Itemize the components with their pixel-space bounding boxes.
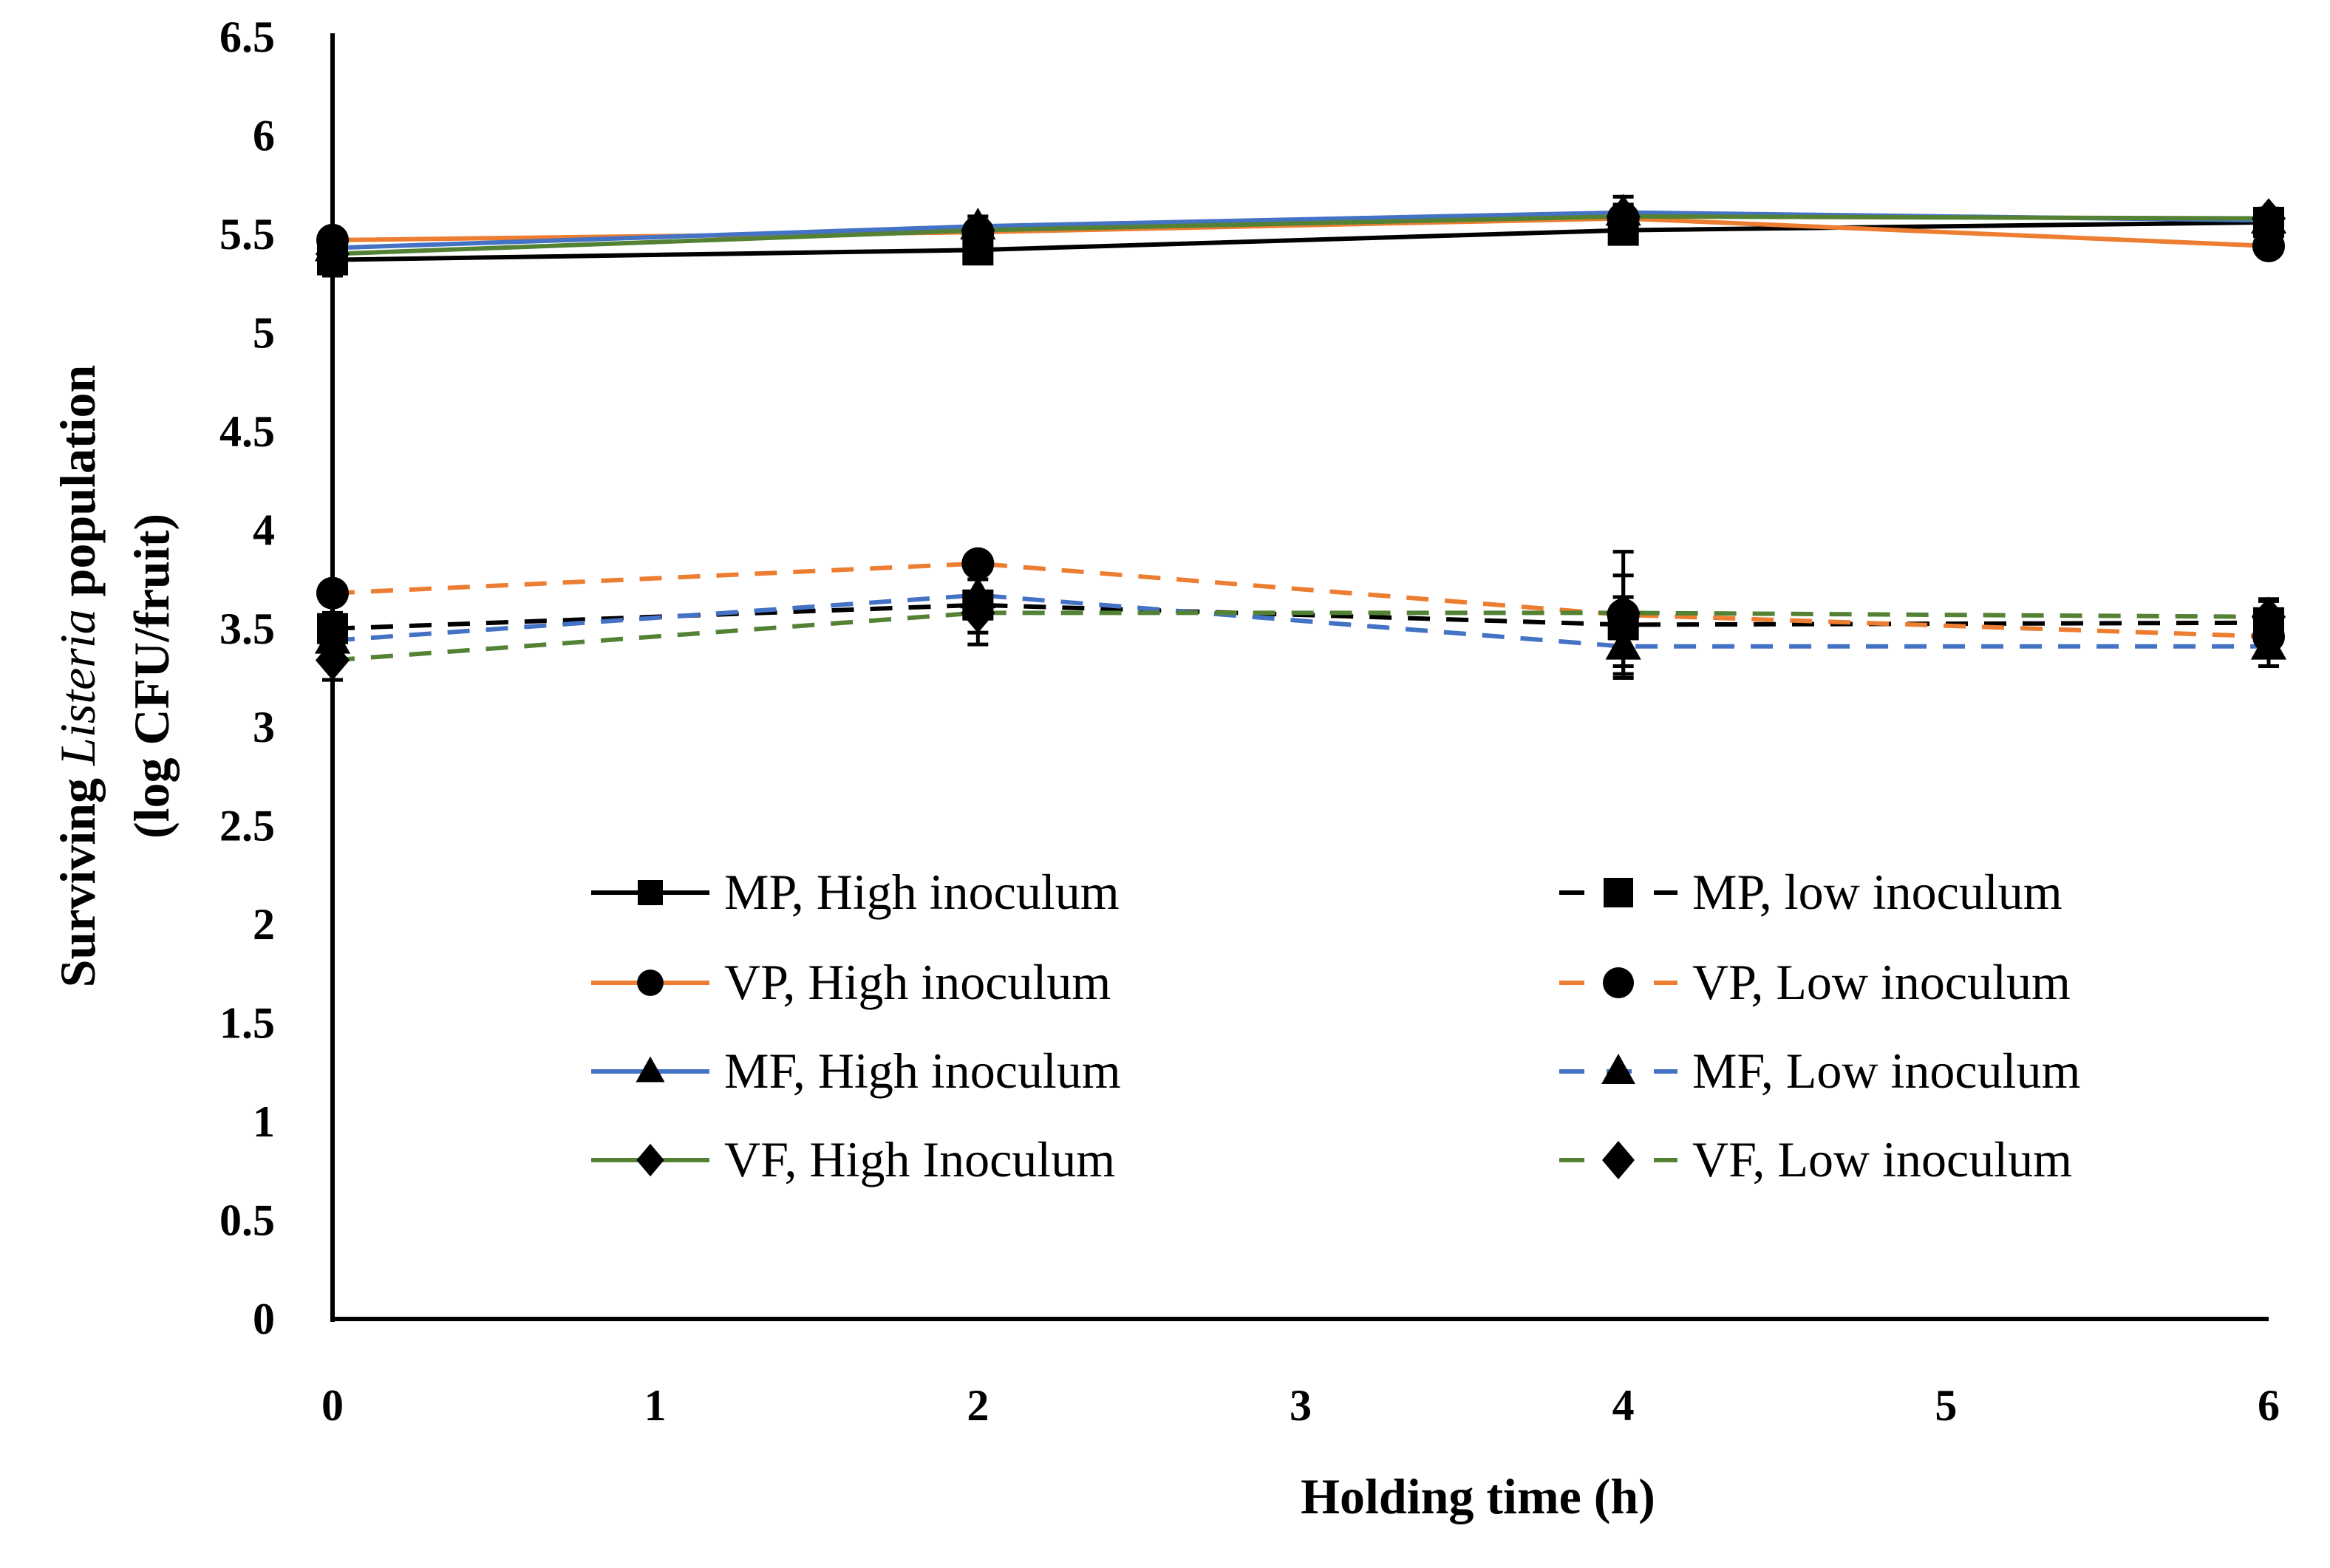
- series-line: [332, 593, 2269, 649]
- y-tick-label: 0: [253, 1295, 275, 1343]
- y-tick-label: 3: [253, 703, 275, 751]
- data-point: [2252, 229, 2286, 262]
- x-tick-label: 5: [1935, 1381, 1957, 1430]
- legend-marker: [1602, 1141, 1635, 1179]
- legend-label: MF, Low inoculum: [1692, 1043, 2080, 1099]
- series-line: [332, 214, 2269, 256]
- legend-label: VF, Low inoculum: [1692, 1131, 2072, 1187]
- data-point: [961, 593, 995, 633]
- legend-label: VP, High inoculum: [724, 954, 1111, 1010]
- series-line: [332, 610, 2269, 663]
- data-point: [2251, 198, 2286, 239]
- y-axis-title-part: Listeria: [50, 609, 106, 766]
- y-tick-label: 3.5: [219, 604, 275, 653]
- legend-entry: VP, High inoculum: [591, 954, 1111, 1010]
- legend-label: MP, low inoculum: [1692, 864, 2062, 920]
- legend-marker: [637, 969, 664, 996]
- y-tick-label: 4.5: [219, 407, 275, 456]
- data-point: [961, 210, 995, 250]
- legend-entry: MF, High inoculum: [591, 1043, 1121, 1099]
- legend-marker: [1603, 967, 1634, 998]
- data-point: [2250, 627, 2287, 660]
- legend-label: VF, High Inoculum: [724, 1131, 1115, 1187]
- data-point: [2251, 596, 2286, 638]
- x-tick-label: 0: [321, 1381, 344, 1430]
- y-tick-label: 2.5: [219, 802, 275, 851]
- y-tick-label: 4: [253, 505, 275, 554]
- y-axis-title-part: population: [50, 365, 106, 610]
- x-tick-label: 4: [1612, 1381, 1635, 1430]
- series-line: [332, 219, 2269, 262]
- x-tick-label: 3: [1290, 1381, 1312, 1430]
- legend-marker: [636, 1143, 664, 1177]
- legend-entry: VP, Low inoculum: [1559, 954, 2071, 1010]
- legend-entry: VF, High Inoculum: [591, 1131, 1115, 1187]
- series-line: [332, 602, 2269, 631]
- data-point: [961, 547, 995, 580]
- legend-entry: MP, High inoculum: [591, 864, 1120, 920]
- axes: [330, 33, 2269, 1322]
- y-tick-label: 5.5: [219, 210, 275, 259]
- x-tick-label: 1: [644, 1381, 667, 1430]
- y-tick-label: 2: [253, 900, 275, 949]
- tick-labels: 0 1 2 3 4 5 6 0 0.5 1 1.5 2 2.5 3 3.5 4 4.5 5 5.5 6 6.5: [219, 13, 2280, 1430]
- data-point: [1605, 627, 1641, 660]
- legend-entry: MP, low inoculum: [1559, 864, 2062, 920]
- x-tick-label: 6: [2258, 1381, 2280, 1430]
- y-tick-label: 6.5: [219, 13, 275, 61]
- y-tick-label: 1.5: [219, 999, 275, 1048]
- plot-area: [314, 194, 2287, 682]
- legend: MP, High inoculum VP, High inoculum MF, Hi…: [591, 864, 2080, 1187]
- y-axis-title-units: (log CFU/fruit): [123, 514, 180, 839]
- x-tick-label: 2: [967, 1381, 989, 1430]
- legend-marker: [636, 1056, 665, 1083]
- legend-label: VP, Low inoculum: [1692, 954, 2071, 1010]
- x-axis-title: Holding time (h): [1301, 1468, 1655, 1524]
- data-point: [1606, 196, 1641, 237]
- legend-entry: MF, Low inoculum: [1559, 1043, 2080, 1099]
- legend-marker: [1604, 878, 1633, 907]
- legend-marker: [1601, 1054, 1635, 1084]
- y-axis-title-part: Surviving: [50, 766, 106, 987]
- legend-marker: [638, 880, 663, 905]
- data-point: [1606, 593, 1641, 633]
- legend-entry: VF, Low inoculum: [1559, 1131, 2072, 1187]
- y-tick-label: 1: [253, 1097, 275, 1146]
- y-axis-title: Surviving Listeria population: [50, 365, 106, 988]
- y-tick-label: 6: [253, 111, 275, 160]
- series-line: [332, 561, 2269, 639]
- y-tick-label: 0.5: [219, 1196, 275, 1245]
- legend-label: MF, High inoculum: [724, 1043, 1121, 1099]
- legend-label: MP, High inoculum: [724, 864, 1120, 920]
- y-tick-label: 5: [253, 308, 275, 357]
